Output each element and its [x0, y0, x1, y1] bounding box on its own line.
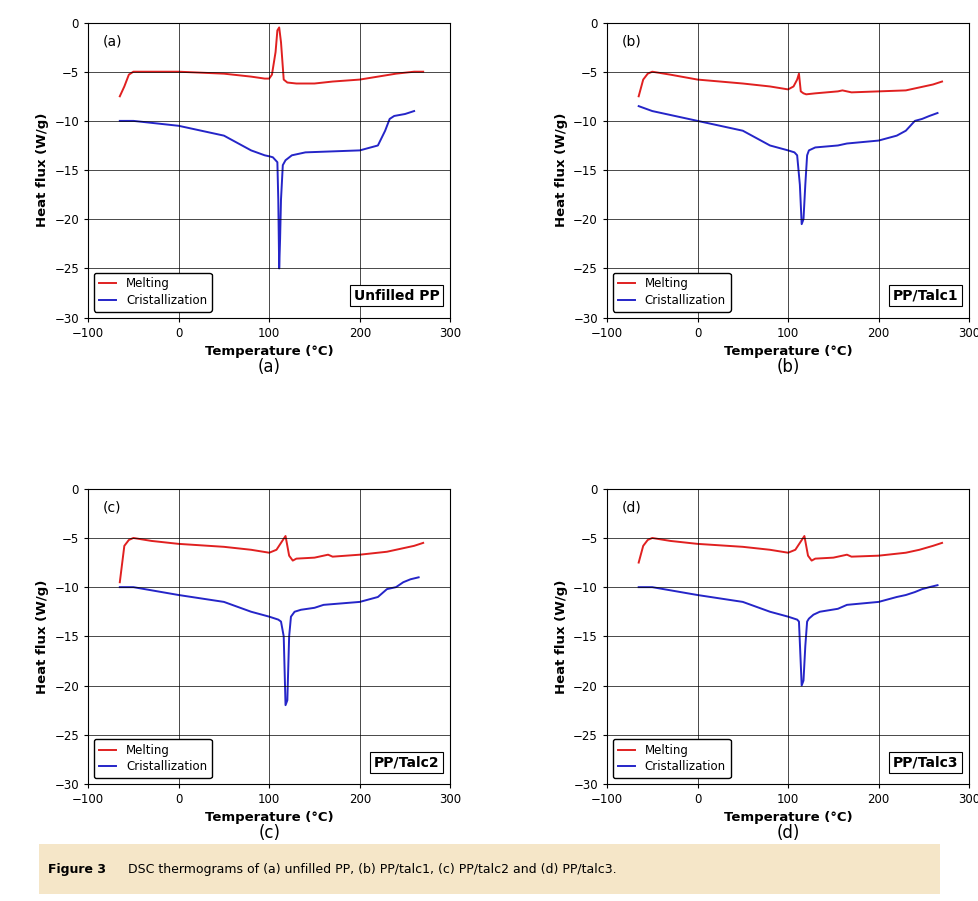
Text: PP/Talc2: PP/Talc2 [374, 755, 439, 769]
Text: Figure 3: Figure 3 [48, 862, 106, 876]
Text: PP/Talc3: PP/Talc3 [892, 755, 957, 769]
Text: Unfilled PP: Unfilled PP [353, 289, 439, 303]
Text: (a): (a) [103, 34, 122, 49]
Legend: Melting, Cristallization: Melting, Cristallization [612, 739, 730, 778]
Text: (d): (d) [776, 824, 799, 842]
Legend: Melting, Cristallization: Melting, Cristallization [612, 273, 730, 312]
Text: (c): (c) [103, 501, 121, 514]
Text: (c): (c) [258, 824, 280, 842]
X-axis label: Temperature (°C): Temperature (°C) [204, 345, 333, 359]
X-axis label: Temperature (°C): Temperature (°C) [204, 812, 333, 824]
Text: (a): (a) [257, 359, 281, 376]
Legend: Melting, Cristallization: Melting, Cristallization [94, 739, 211, 778]
Text: (b): (b) [621, 34, 641, 49]
Text: (d): (d) [621, 501, 641, 514]
Y-axis label: Heat flux (W/g): Heat flux (W/g) [36, 113, 49, 227]
Text: DSC thermograms of (a) unfilled PP, (b) PP/talc1, (c) PP/talc2 and (d) PP/talc3.: DSC thermograms of (a) unfilled PP, (b) … [115, 862, 616, 876]
Y-axis label: Heat flux (W/g): Heat flux (W/g) [36, 579, 49, 694]
Y-axis label: Heat flux (W/g): Heat flux (W/g) [555, 579, 567, 694]
X-axis label: Temperature (°C): Temperature (°C) [723, 345, 852, 359]
Legend: Melting, Cristallization: Melting, Cristallization [94, 273, 211, 312]
Text: (b): (b) [776, 359, 799, 376]
Text: PP/Talc1: PP/Talc1 [892, 289, 957, 303]
X-axis label: Temperature (°C): Temperature (°C) [723, 812, 852, 824]
Y-axis label: Heat flux (W/g): Heat flux (W/g) [555, 113, 567, 227]
